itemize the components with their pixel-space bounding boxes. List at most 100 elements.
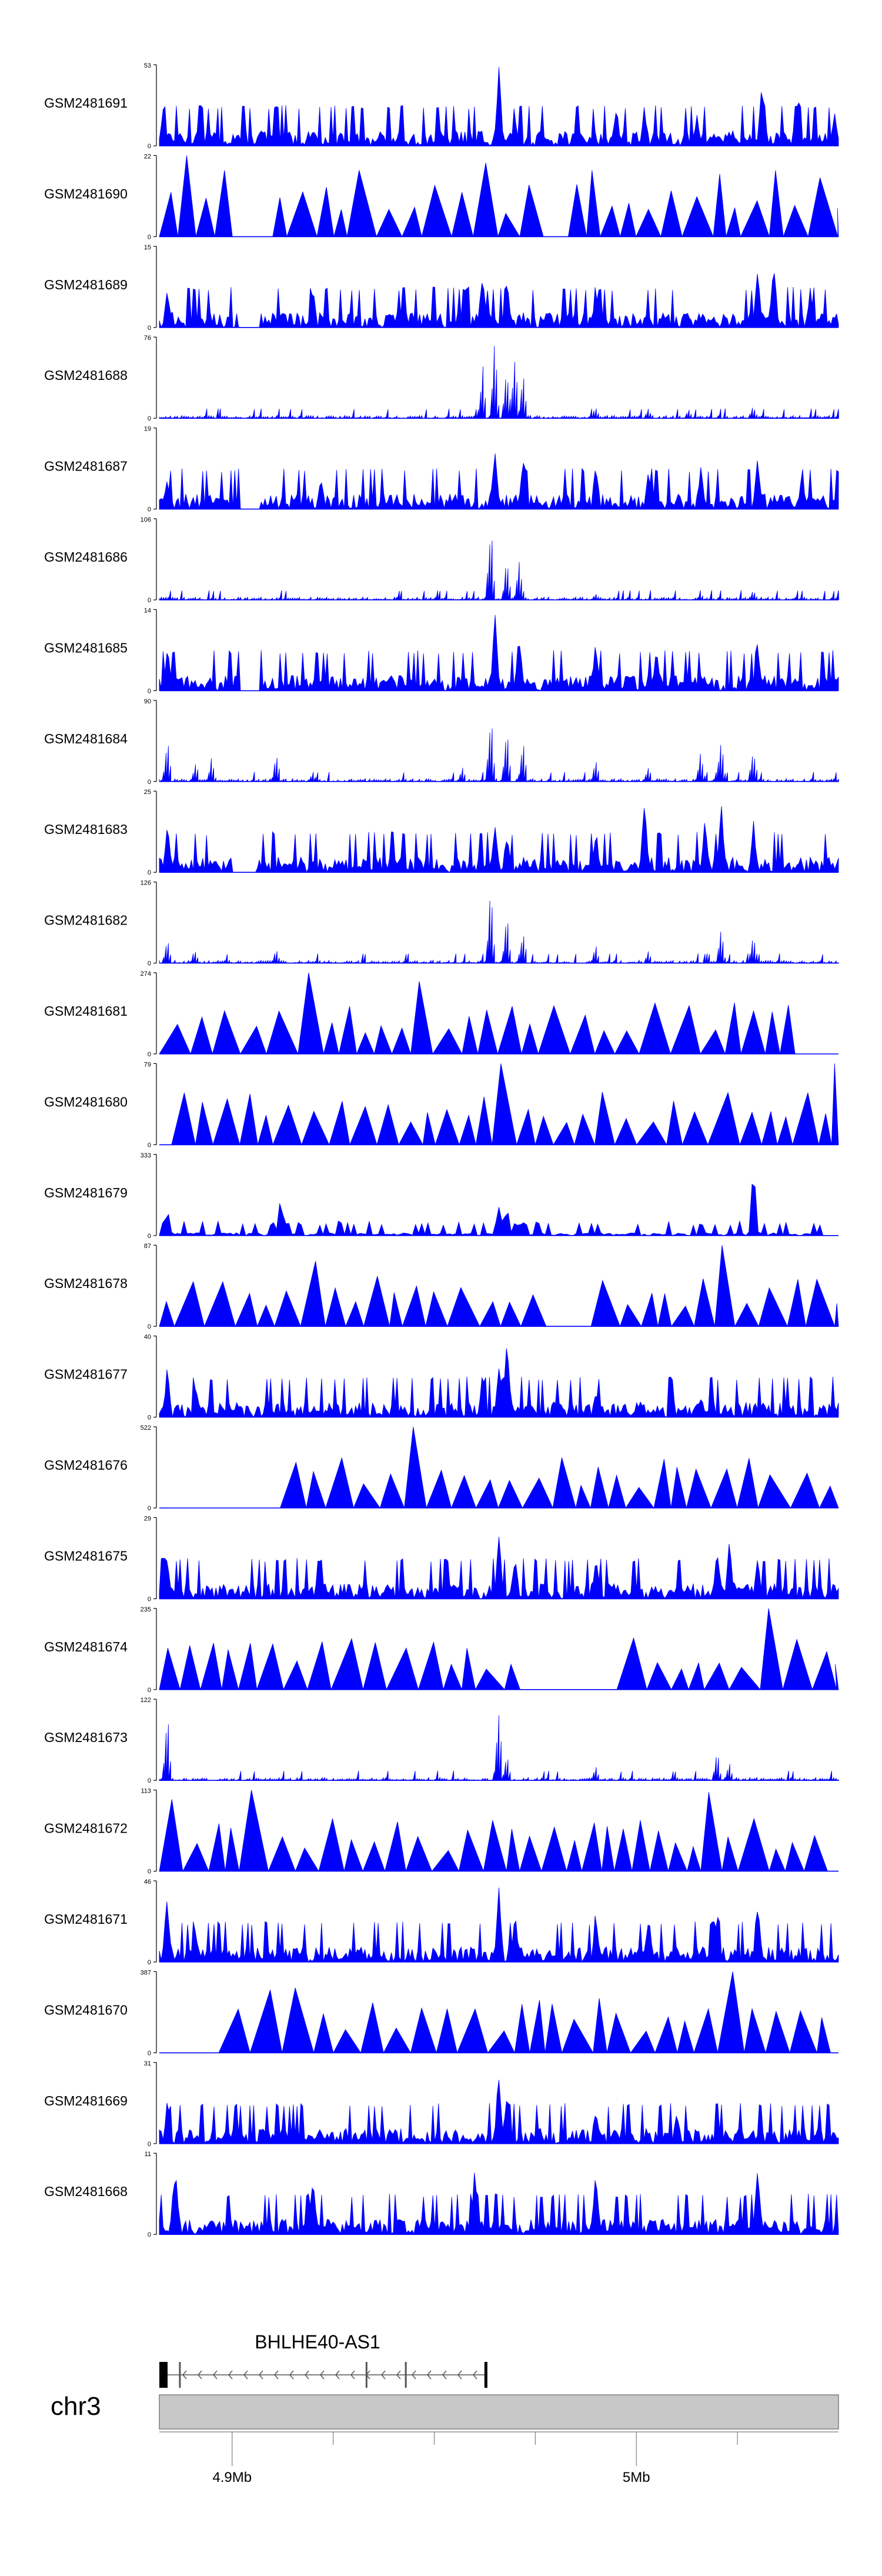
strand-chevron bbox=[243, 2370, 248, 2380]
y-min-label: 0 bbox=[148, 2050, 151, 2057]
gene-track: BHLHE40-AS1 bbox=[159, 2331, 487, 2388]
track-GSM2481674: GSM2481674 235 0 bbox=[44, 1606, 839, 1694]
strand-chevron bbox=[228, 2370, 233, 2380]
track-label: GSM2481687 bbox=[44, 459, 128, 474]
strand-chevron bbox=[335, 2370, 340, 2380]
track-label: GSM2481668 bbox=[44, 2184, 128, 2199]
y-max-label: 31 bbox=[144, 2060, 151, 2067]
y-min-label: 0 bbox=[148, 1505, 151, 1512]
signal-area bbox=[159, 1426, 839, 1509]
strand-chevron bbox=[412, 2370, 416, 2380]
gene-exon bbox=[405, 2362, 407, 2388]
strand-chevron bbox=[457, 2370, 462, 2380]
signal-area bbox=[159, 540, 839, 601]
track-GSM2481682: GSM2481682 126 0 bbox=[44, 880, 840, 967]
signal-area bbox=[159, 453, 839, 510]
track-GSM2481681: GSM2481681 274 0 bbox=[44, 970, 838, 1058]
y-max-label: 87 bbox=[144, 1243, 151, 1250]
y-max-label: 333 bbox=[141, 1152, 151, 1159]
y-min-label: 0 bbox=[148, 688, 151, 695]
y-max-label: 90 bbox=[144, 698, 151, 705]
y-max-label: 15 bbox=[144, 244, 151, 251]
y-max-label: 235 bbox=[141, 1606, 151, 1613]
track-GSM2481685: GSM2481685 14 0 bbox=[44, 607, 839, 695]
track-label: GSM2481685 bbox=[44, 640, 128, 655]
y-max-label: 122 bbox=[141, 1697, 151, 1704]
y-max-label: 126 bbox=[141, 880, 151, 887]
strand-chevron bbox=[427, 2370, 432, 2380]
y-min-label: 0 bbox=[148, 233, 151, 241]
strand-chevron bbox=[396, 2370, 401, 2380]
track-label: GSM2481675 bbox=[44, 1548, 128, 1563]
y-min-label: 0 bbox=[148, 1777, 151, 1784]
signal-area bbox=[159, 67, 839, 147]
track-label: GSM2481679 bbox=[44, 1185, 128, 1200]
y-min-label: 0 bbox=[148, 1142, 151, 1149]
track-GSM2481679: GSM2481679 333 0 bbox=[44, 1152, 838, 1240]
y-min-label: 0 bbox=[148, 1323, 151, 1330]
track-GSM2481691: GSM2481691 53 0 bbox=[44, 62, 839, 150]
y-min-label: 0 bbox=[148, 779, 151, 786]
y-max-label: 19 bbox=[144, 426, 151, 433]
strand-chevron bbox=[198, 2370, 202, 2380]
track-label: GSM2481681 bbox=[44, 1003, 128, 1019]
y-min-label: 0 bbox=[148, 960, 151, 967]
track-GSM2481676: GSM2481676 522 0 bbox=[44, 1424, 839, 1512]
track-GSM2481670: GSM2481670 387 0 bbox=[44, 1969, 838, 2057]
y-min-label: 0 bbox=[148, 597, 151, 604]
y-min-label: 0 bbox=[148, 1687, 151, 1694]
strand-chevron bbox=[274, 2370, 279, 2380]
gene-exon bbox=[159, 2362, 168, 2388]
strand-chevron bbox=[381, 2370, 386, 2380]
gene-body bbox=[159, 2362, 487, 2388]
y-min-label: 0 bbox=[148, 869, 151, 876]
y-min-label: 0 bbox=[148, 1233, 151, 1240]
track-GSM2481672: GSM2481672 113 0 bbox=[44, 1788, 838, 1876]
signal-area bbox=[159, 1245, 839, 1327]
strand-chevron bbox=[305, 2370, 309, 2380]
track-GSM2481680: GSM2481680 79 0 bbox=[44, 1061, 839, 1149]
track-GSM2481688: GSM2481688 76 0 bbox=[44, 335, 839, 422]
signal-area bbox=[159, 273, 839, 328]
signal-area bbox=[159, 1063, 839, 1146]
y-max-label: 29 bbox=[144, 1515, 151, 1522]
strand-chevron bbox=[320, 2370, 325, 2380]
track-label: GSM2481683 bbox=[44, 822, 128, 837]
strand-chevron bbox=[473, 2370, 477, 2380]
y-max-label: 53 bbox=[144, 62, 151, 69]
y-min-label: 0 bbox=[148, 1596, 151, 1603]
y-min-label: 0 bbox=[148, 2141, 151, 2148]
signal-area bbox=[159, 1887, 839, 1963]
track-label: GSM2481678 bbox=[44, 1276, 128, 1291]
y-max-label: 79 bbox=[144, 1061, 151, 1068]
track-label: GSM2481689 bbox=[44, 277, 128, 292]
signal-area bbox=[159, 728, 839, 783]
track-label: GSM2481676 bbox=[44, 1457, 128, 1473]
track-GSM2481684: GSM2481684 90 0 bbox=[44, 698, 839, 786]
track-GSM2481671: GSM2481671 46 0 bbox=[44, 1878, 839, 1966]
signal-area bbox=[159, 1183, 838, 1236]
y-min-label: 0 bbox=[148, 143, 151, 150]
track-GSM2481668: GSM2481668 11 0 bbox=[44, 2151, 839, 2238]
signal-area bbox=[159, 1715, 840, 1781]
y-min-label: 0 bbox=[148, 1051, 151, 1058]
tick-label: 4.9Mb bbox=[212, 2470, 252, 2485]
signal-area bbox=[159, 972, 838, 1055]
y-max-label: 22 bbox=[144, 153, 151, 160]
track-GSM2481686: GSM2481686 106 0 bbox=[44, 516, 839, 604]
y-min-label: 0 bbox=[148, 325, 151, 332]
track-GSM2481689: GSM2481689 15 0 bbox=[44, 244, 839, 332]
y-min-label: 0 bbox=[148, 1959, 151, 1966]
track-label: GSM2481674 bbox=[44, 1639, 128, 1654]
y-max-label: 11 bbox=[145, 2151, 151, 2158]
strand-chevron bbox=[213, 2370, 218, 2380]
track-GSM2481675: GSM2481675 29 0 bbox=[44, 1515, 839, 1603]
gene-exon bbox=[484, 2362, 487, 2388]
y-max-label: 387 bbox=[141, 1969, 151, 1976]
y-max-label: 25 bbox=[144, 789, 151, 796]
strand-chevron bbox=[350, 2370, 355, 2380]
track-label: GSM2481672 bbox=[44, 1821, 128, 1836]
y-max-label: 40 bbox=[144, 1334, 151, 1341]
track-label: GSM2481680 bbox=[44, 1094, 128, 1109]
